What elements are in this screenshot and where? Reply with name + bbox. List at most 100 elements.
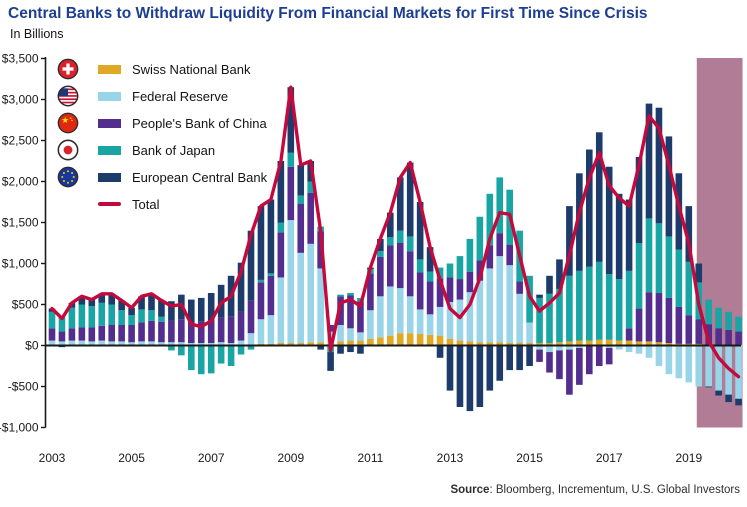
bar-segment-bank-of-japan	[645, 218, 653, 293]
legend-label-pboc: People's Bank of China	[132, 115, 267, 131]
bar-segment-bank-of-japan	[347, 293, 354, 296]
bar-segment-people-s-bank-of-china	[327, 325, 334, 332]
bar-segment-swiss-national-bank	[625, 340, 633, 346]
bar-segment-federal-reserve	[546, 345, 553, 353]
bar-segment-federal-reserve	[377, 296, 384, 338]
bar-segment-bank-of-japan	[416, 259, 424, 273]
bar-segment-swiss-national-bank	[466, 341, 474, 346]
legend-swatch-fed	[98, 91, 121, 101]
bar-segment-european-central-bank	[725, 394, 732, 403]
bar-segment-swiss-national-bank	[307, 342, 314, 346]
y-axis-tick-label: $1,000	[2, 257, 39, 271]
bar-segment-federal-reserve	[675, 345, 683, 379]
bar-segment-people-s-bank-of-china	[496, 233, 504, 257]
bar-segment-people-s-bank-of-china	[158, 321, 165, 343]
bar-segment-federal-reserve	[227, 343, 235, 346]
bar-segment-bank-of-japan	[556, 288, 563, 343]
bar-segment-bank-of-japan	[446, 263, 454, 278]
bar-segment-european-central-bank	[546, 275, 553, 294]
japan-flag-icon	[57, 139, 79, 161]
bar-segment-bank-of-japan	[217, 345, 225, 364]
bar-segment-federal-reserve	[207, 343, 215, 346]
legend-swatch-total-line	[98, 202, 121, 206]
bar-segment-federal-reserve	[357, 332, 364, 341]
bar-segment-people-s-bank-of-china	[347, 295, 354, 329]
bar-segment-federal-reserve	[705, 345, 712, 387]
bar-segment-swiss-national-bank	[655, 342, 663, 346]
bar-segment-people-s-bank-of-china	[665, 297, 673, 344]
bar-segment-bank-of-japan	[625, 270, 633, 329]
bar-segment-swiss-national-bank	[536, 343, 543, 346]
bar-segment-european-central-bank	[287, 87, 295, 153]
bar-segment-european-central-bank	[516, 345, 523, 371]
bar-segment-people-s-bank-of-china	[645, 292, 653, 342]
bar-segment-swiss-national-bank	[406, 333, 414, 346]
bar-segment-federal-reserve	[78, 340, 86, 346]
bar-segment-swiss-national-bank	[337, 341, 344, 346]
x-axis-tick-label: 2003	[39, 451, 66, 465]
y-axis-tick-label: $1,500	[2, 216, 39, 230]
bar-segment-bank-of-japan	[615, 279, 623, 341]
bar-segment-european-central-bank	[78, 296, 86, 305]
bar-segment-bank-of-japan	[148, 310, 155, 321]
bar-segment-bank-of-japan	[566, 275, 573, 342]
y-axis-tick-label: $2,500	[2, 134, 39, 148]
y-axis-tick-label: $2,000	[2, 175, 39, 189]
legend-item-swiss-national-bank: Swiss National Bank	[57, 58, 267, 80]
bar-segment-european-central-bank	[168, 301, 175, 321]
bar-segment-federal-reserve	[416, 309, 424, 335]
bar-segment-european-central-bank	[735, 398, 742, 406]
bar-segment-european-central-bank	[158, 300, 165, 317]
bar-segment-bank-of-japan	[655, 223, 663, 294]
bar-segment-people-s-bank-of-china	[78, 327, 86, 341]
bar-segment-bank-of-japan	[486, 193, 494, 246]
bar-segment-federal-reserve	[625, 345, 633, 353]
bar-segment-federal-reserve	[128, 342, 135, 346]
bar-segment-people-s-bank-of-china	[406, 251, 414, 297]
bar-segment-federal-reserve	[685, 345, 693, 383]
bar-segment-bank-of-japan	[426, 271, 434, 282]
bar-segment-federal-reserve	[317, 268, 324, 343]
bar-segment-people-s-bank-of-china	[207, 320, 215, 344]
bar-segment-people-s-bank-of-china	[48, 328, 56, 341]
bar-segment-bank-of-japan	[456, 256, 464, 280]
bar-segment-swiss-national-bank	[586, 340, 593, 346]
legend-item-total: Total	[57, 193, 267, 215]
bar-segment-swiss-national-bank	[566, 341, 573, 346]
bar-segment-people-s-bank-of-china	[506, 244, 513, 266]
bar-segment-swiss-national-bank	[476, 342, 484, 346]
bar-segment-bank-of-japan	[675, 249, 683, 307]
bar-segment-people-s-bank-of-china	[675, 306, 683, 344]
bar-segment-swiss-national-bank	[506, 343, 513, 346]
y-axis-tick-label: -$1,000	[0, 421, 39, 435]
bar-segment-federal-reserve	[426, 314, 434, 335]
bar-segment-european-central-bank	[337, 345, 344, 354]
bar-segment-european-central-bank	[665, 136, 673, 237]
bar-segment-people-s-bank-of-china	[725, 329, 732, 345]
bar-segment-bank-of-japan	[78, 304, 86, 328]
bar-segment-bank-of-japan	[605, 274, 613, 340]
bar-segment-federal-reserve	[337, 325, 344, 342]
bar-segment-bank-of-japan	[158, 316, 165, 322]
bar-segment-federal-reserve	[98, 340, 106, 346]
bar-segment-bank-of-japan	[536, 297, 543, 344]
bar-segment-people-s-bank-of-china	[68, 328, 76, 341]
bar-segment-european-central-bank	[377, 238, 384, 252]
bar-segment-people-s-bank-of-china	[705, 324, 712, 345]
bar-segment-swiss-national-bank	[595, 339, 603, 346]
bar-segment-federal-reserve	[456, 299, 464, 341]
bar-segment-bank-of-japan	[396, 230, 404, 243]
bar-segment-bank-of-japan	[307, 181, 314, 193]
bar-segment-people-s-bank-of-china	[387, 245, 394, 287]
bar-segment-people-s-bank-of-china	[735, 331, 742, 345]
bar-segment-swiss-national-bank	[387, 335, 394, 346]
bar-segment-bank-of-japan	[178, 345, 185, 356]
bar-segment-people-s-bank-of-china	[227, 316, 235, 344]
switzerland-flag-icon	[57, 58, 79, 80]
bar-segment-european-central-bank	[277, 161, 285, 223]
bar-segment-federal-reserve	[307, 243, 314, 343]
bar-segment-bank-of-japan	[287, 152, 295, 167]
bar-segment-european-central-bank	[586, 149, 593, 267]
bar-segment-bank-of-japan	[496, 177, 504, 234]
bar-segment-bank-of-japan	[277, 222, 285, 233]
